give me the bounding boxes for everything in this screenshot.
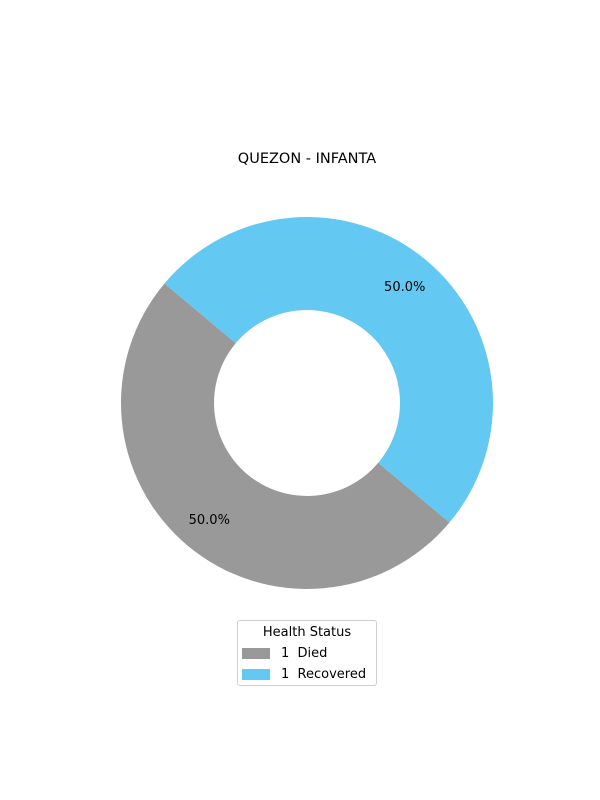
legend-item-died: 1 Died: [242, 645, 327, 661]
donut-slices: [120, 216, 493, 589]
percent-label-recovered: 50.0%: [384, 280, 425, 295]
percent-labels: 50.0% 50.0%: [189, 280, 426, 528]
legend-item-recovered: 1 Recovered: [242, 666, 366, 682]
legend-swatch-recovered: [242, 668, 270, 680]
legend-label-died: 1 Died: [281, 645, 328, 661]
slice-died: [120, 283, 450, 589]
legend-label-recovered: 1 Recovered: [281, 666, 367, 682]
slice-recovered: [164, 216, 493, 523]
legend-swatch-died: [242, 647, 270, 659]
legend: Health Status 1 Died 1 Recovered: [237, 620, 377, 686]
chart-title: QUEZON - INFANTA: [238, 151, 376, 167]
percent-label-died: 50.0%: [189, 513, 230, 528]
legend-title: Health Status: [262, 625, 352, 640]
